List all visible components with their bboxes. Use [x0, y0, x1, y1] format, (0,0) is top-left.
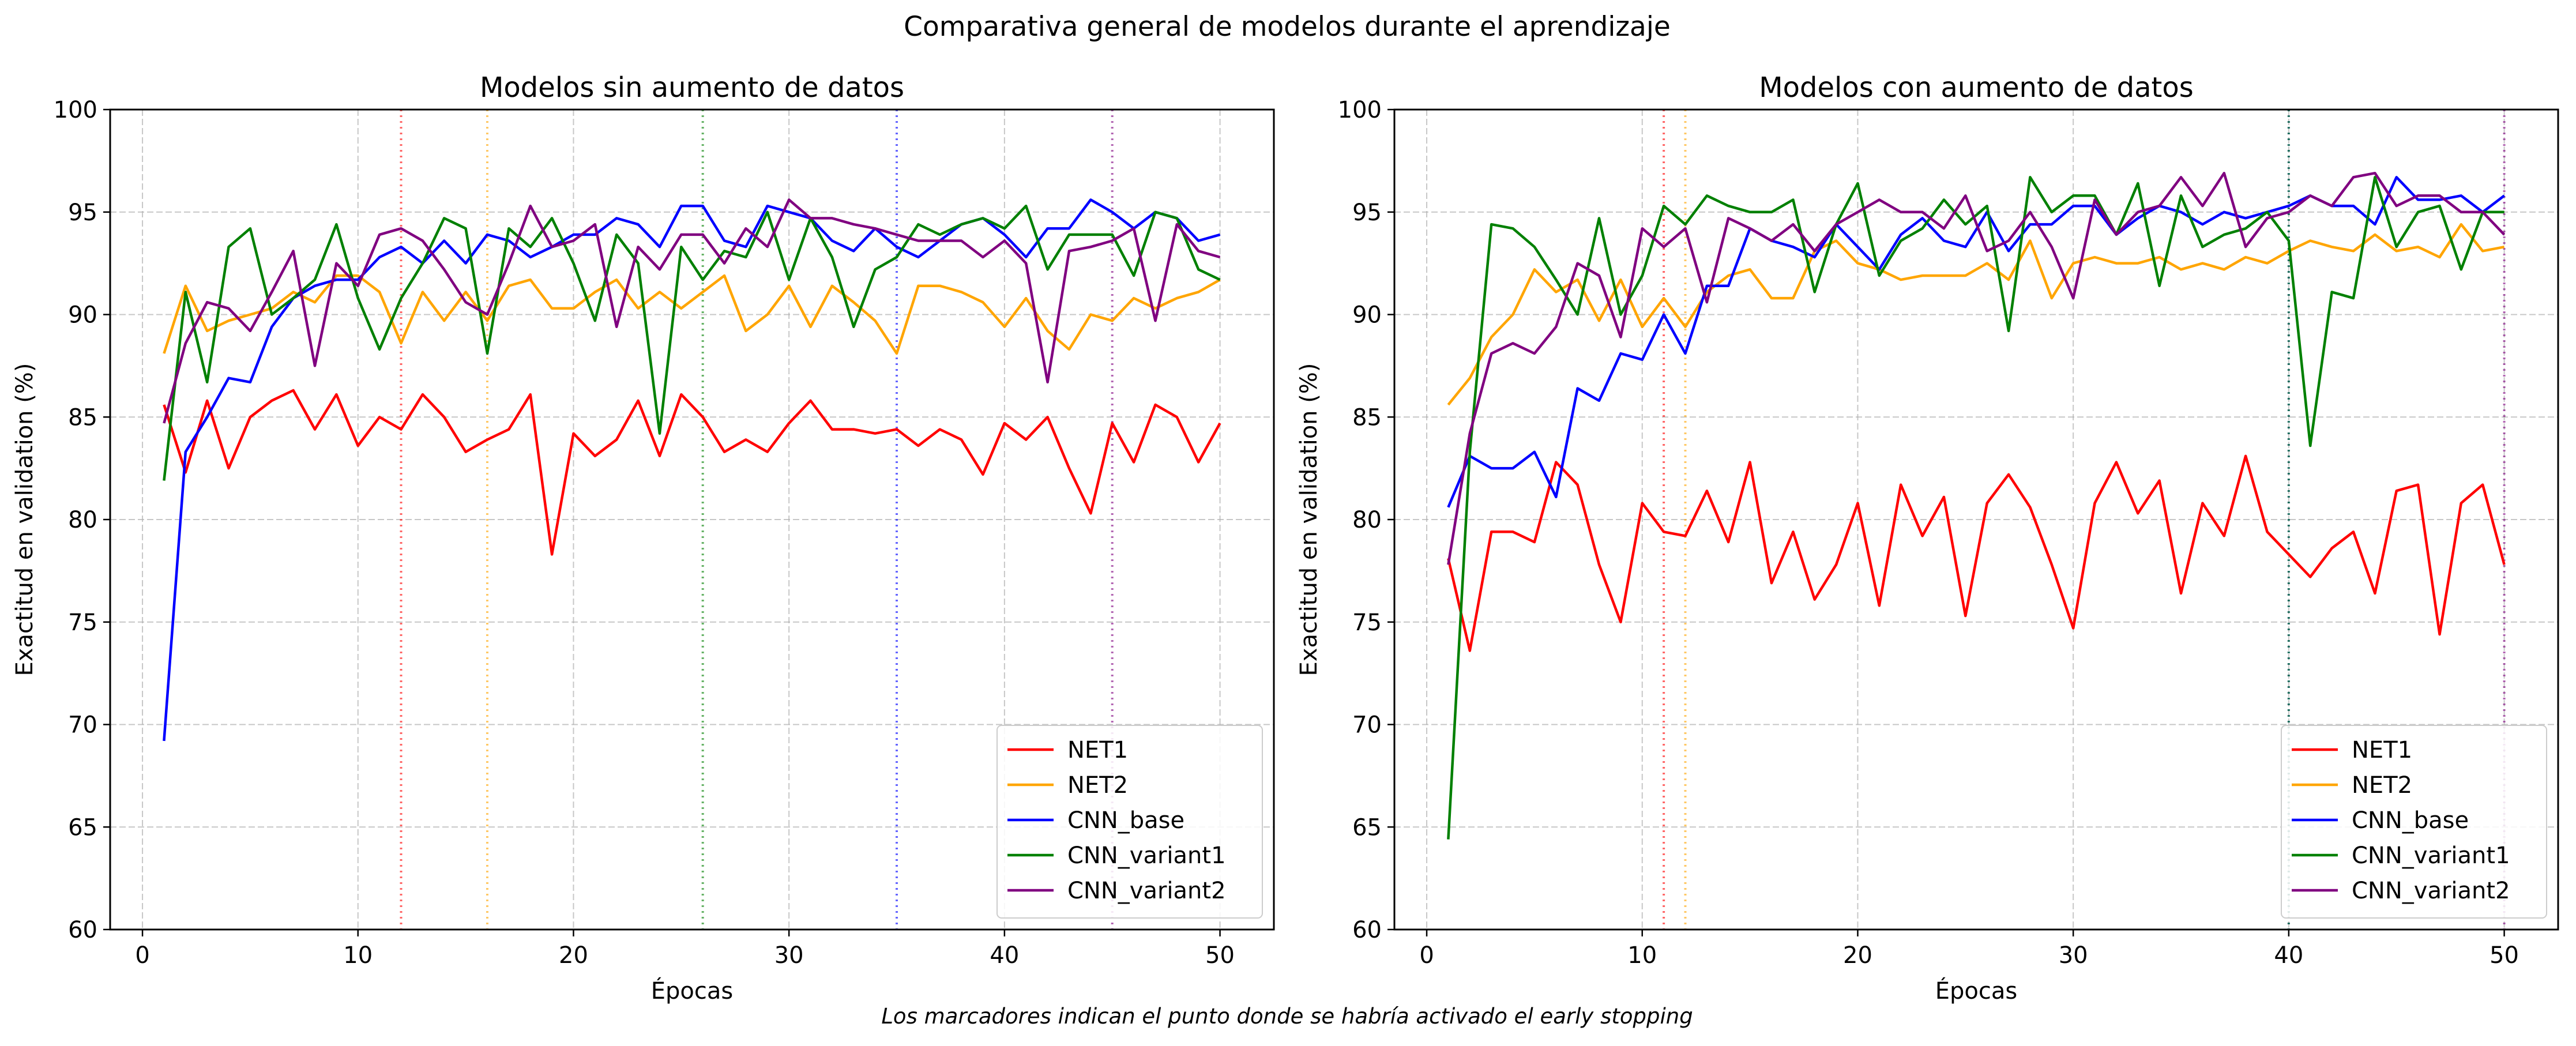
- series-line-cnn-variant2: [1447, 171, 2506, 565]
- legend-label-cnn-variant2: CNN_variant2: [1067, 878, 1226, 904]
- x-tick-label: 50: [2489, 942, 2519, 969]
- y-tick-label: 80: [68, 507, 97, 533]
- x-tick-label: 30: [774, 942, 804, 969]
- series-line-net2: [163, 274, 1221, 355]
- series-line-net1: [163, 389, 1221, 556]
- series-line-cnn-variant1: [1447, 176, 2504, 840]
- y-tick-label: 90: [1352, 302, 1382, 329]
- y-tick-label: 65: [68, 814, 97, 841]
- legend-label-net1: NET1: [2352, 737, 2412, 763]
- x-tick-label: 20: [559, 942, 588, 969]
- legend: NET1 NET2 CNN_base CNN_variant1 CNN_variant2: [996, 725, 1263, 919]
- x-tick-label: 0: [135, 942, 149, 969]
- series-line-net2: [1447, 223, 2505, 406]
- x-tick-label: 10: [343, 942, 373, 969]
- y-tick-label: 70: [1352, 712, 1382, 739]
- series-line-cnn-base: [163, 198, 1221, 742]
- y-axis-label: Exactitud en validation (%): [1296, 363, 1322, 676]
- x-tick-label: 30: [2059, 942, 2088, 969]
- figure-suptitle: Comparativa general de modelos durante e…: [904, 11, 1671, 43]
- series-line-net1: [1447, 454, 2506, 652]
- legend-label-cnn-base: CNN_base: [2352, 807, 2469, 834]
- x-tick-label: 0: [1419, 942, 1434, 969]
- y-tick-label: 100: [1338, 97, 1382, 123]
- chart-panel-1: 0 10 20 30 40 50 60 65 70 75 80 85 90 95 100 Modelos si…: [12, 72, 1275, 1004]
- y-tick-label: 65: [1352, 814, 1382, 841]
- legend-label-net2: NET2: [2352, 772, 2412, 799]
- legend-label-cnn-variant2: CNN_variant2: [2352, 878, 2510, 904]
- legend-label-cnn-base: CNN_base: [1067, 807, 1184, 834]
- x-axis-label: Épocas: [1935, 977, 2017, 1004]
- y-tick-label: 80: [1352, 507, 1382, 533]
- y-tick-label: 60: [68, 917, 97, 943]
- legend-label-cnn-variant1: CNN_variant1: [2352, 842, 2510, 869]
- chart-title: Modelos sin aumento de datos: [480, 72, 904, 104]
- y-tick-label: 95: [68, 200, 97, 226]
- y-axis-label: Exactitud en validation (%): [12, 363, 38, 676]
- chart-panel-2: 0 10 20 30 40 50 60 65 70 75 80 85 90 95 100 Modelos co…: [1296, 72, 2559, 1004]
- x-tick-label: 40: [2274, 942, 2303, 969]
- x-axis-label: Épocas: [651, 977, 733, 1004]
- series-line-cnn-variant2: [163, 198, 1221, 424]
- y-tick-label: 75: [1352, 609, 1382, 636]
- legend-label-net1: NET1: [1067, 737, 1128, 763]
- series-line-cnn-variant1: [163, 204, 1221, 481]
- y-tick-label: 75: [68, 609, 97, 636]
- chart-title: Modelos con aumento de datos: [1759, 72, 2194, 104]
- legend-box: [996, 725, 1263, 919]
- x-tick-label: 10: [1627, 942, 1657, 969]
- legend-label-net2: NET2: [1067, 772, 1128, 799]
- y-tick-label: 85: [68, 404, 97, 431]
- y-tick-label: 100: [54, 97, 97, 123]
- y-tick-label: 95: [1352, 200, 1382, 226]
- x-tick-label: 40: [990, 942, 1019, 969]
- legend: NET1 NET2 CNN_base CNN_variant1 CNN_variant2: [2281, 725, 2547, 919]
- legend-label-cnn-variant1: CNN_variant1: [1067, 842, 1226, 869]
- legend-box: [2281, 725, 2547, 919]
- y-tick-label: 85: [1352, 404, 1382, 431]
- y-tick-label: 90: [68, 302, 97, 329]
- x-tick-label: 20: [1843, 942, 1872, 969]
- x-tick-label: 50: [1205, 942, 1235, 969]
- y-tick-label: 60: [1352, 917, 1382, 943]
- figure-footnote: Los marcadores indican el punto donde se…: [881, 1004, 1693, 1029]
- y-tick-label: 70: [68, 712, 97, 739]
